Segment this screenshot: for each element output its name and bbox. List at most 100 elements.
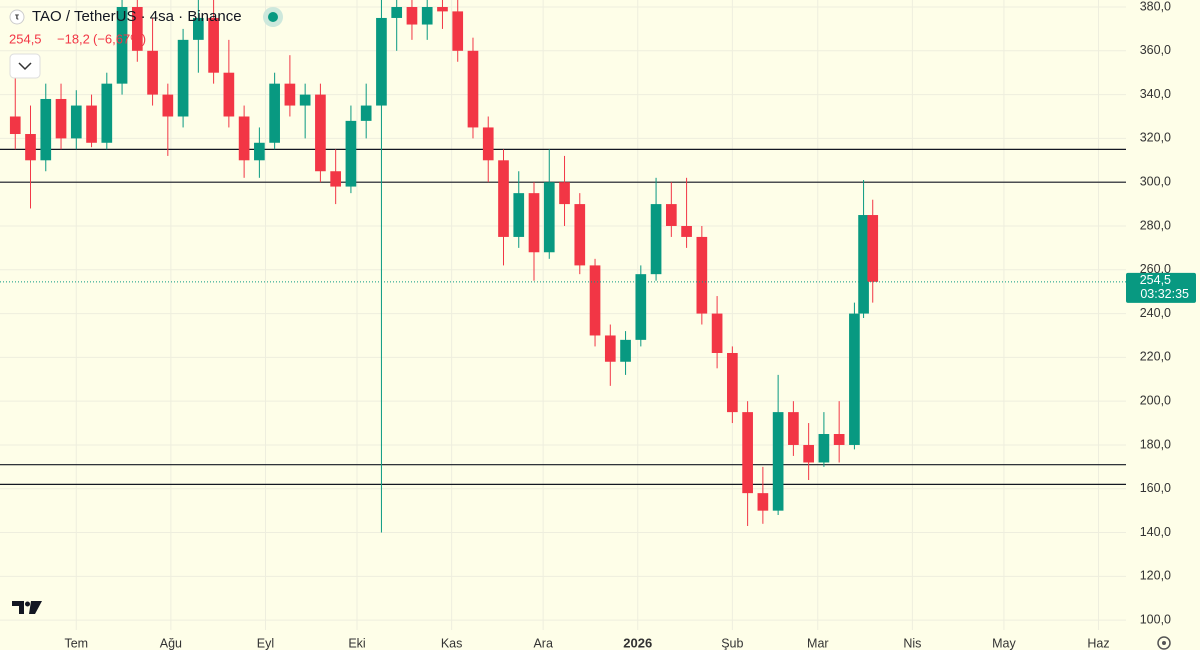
status-dot bbox=[268, 12, 278, 22]
candle-body bbox=[696, 236, 708, 314]
candle-body bbox=[223, 72, 235, 117]
header: τ TAO / TetherUS · 4sa · Binance 254,5 −… bbox=[9, 7, 283, 79]
x-tick-label: Kas bbox=[441, 636, 463, 650]
logo bbox=[9, 9, 25, 25]
candle-body bbox=[528, 193, 540, 253]
y-tick-label: 360,0 bbox=[1140, 43, 1171, 57]
candle-body bbox=[9, 116, 21, 135]
candle-body bbox=[727, 352, 738, 413]
candle-body bbox=[55, 98, 67, 139]
candle-body bbox=[269, 83, 280, 143]
candle-body bbox=[482, 127, 494, 161]
candle-body bbox=[772, 412, 784, 511]
symbol: TAO / TetherUS · 4sa · Binance bbox=[32, 8, 242, 25]
y-tick-label: 200,0 bbox=[1140, 393, 1171, 407]
candle-body bbox=[452, 11, 464, 51]
gear-icon[interactable] bbox=[1157, 636, 1171, 650]
candle-body bbox=[437, 7, 448, 12]
y-tick-label: 280,0 bbox=[1140, 218, 1171, 232]
x-tick-label: May bbox=[992, 636, 1016, 650]
y-tick-label: 180,0 bbox=[1140, 437, 1171, 451]
logo-glyph: τ bbox=[15, 11, 19, 21]
candle-body bbox=[254, 142, 265, 161]
candle-body bbox=[467, 50, 479, 128]
candle-body bbox=[86, 105, 97, 143]
tv-logo bbox=[12, 601, 42, 614]
candle-body bbox=[498, 160, 509, 237]
x-tick-label: Mar bbox=[807, 636, 829, 650]
chevron bbox=[18, 62, 32, 71]
candle-body bbox=[162, 94, 174, 117]
candle-body bbox=[330, 171, 342, 187]
candle-body bbox=[40, 98, 52, 161]
candle-body bbox=[177, 39, 189, 117]
candle-body bbox=[238, 116, 250, 161]
candle-body bbox=[131, 7, 143, 51]
candle-body bbox=[665, 204, 677, 226]
collapse-button[interactable] bbox=[9, 53, 41, 79]
candle-body bbox=[757, 493, 769, 511]
x-tick-label: Şub bbox=[721, 636, 743, 650]
y-tick-label: 320,0 bbox=[1140, 131, 1171, 145]
logo-shape bbox=[12, 601, 42, 614]
countdown: 03:32:35 bbox=[1140, 287, 1189, 301]
y-tick-label: 380,0 bbox=[1140, 0, 1171, 13]
candle-body bbox=[559, 182, 570, 205]
candle-body bbox=[299, 94, 311, 106]
change: −18,2 bbox=[57, 31, 90, 46]
candle-body bbox=[513, 193, 525, 237]
candle-body bbox=[421, 7, 433, 25]
y-tick-label: 100,0 bbox=[1140, 612, 1171, 626]
x-tick-label: 2026 bbox=[623, 635, 652, 650]
x-tick-label: Ağu bbox=[160, 636, 182, 650]
settings[interactable] bbox=[1157, 636, 1171, 650]
candle-body bbox=[620, 339, 631, 362]
y-tick-label: 120,0 bbox=[1140, 569, 1171, 583]
y-tick-label: 140,0 bbox=[1140, 525, 1171, 539]
candle-body bbox=[543, 182, 555, 253]
last-price-label: 254,5 bbox=[1140, 273, 1171, 287]
candle-body bbox=[345, 120, 357, 187]
candle-body bbox=[818, 434, 830, 463]
candle-body bbox=[681, 225, 692, 237]
y-tick-label: 260,0 bbox=[1140, 262, 1171, 276]
candle-body bbox=[101, 83, 113, 143]
x-tick-label: Haz bbox=[1087, 636, 1109, 650]
candle-body bbox=[574, 204, 586, 266]
candle-body bbox=[360, 105, 372, 121]
candle-body bbox=[376, 17, 387, 106]
candle-body bbox=[406, 7, 418, 25]
candle-body bbox=[25, 134, 36, 161]
candle-body bbox=[858, 215, 869, 314]
y-tick-label: 160,0 bbox=[1140, 481, 1171, 495]
y-tick-label: 240,0 bbox=[1140, 306, 1171, 320]
x-tick-label: Tem bbox=[64, 636, 88, 650]
candle-body bbox=[650, 204, 662, 275]
candle-body bbox=[867, 215, 879, 282]
candle-body bbox=[803, 444, 814, 463]
candle-body bbox=[742, 412, 753, 494]
x-tick-label: Eyl bbox=[257, 636, 274, 650]
y-tick-label: 340,0 bbox=[1140, 87, 1171, 101]
candle-body bbox=[193, 17, 204, 40]
last-price-badge bbox=[1126, 272, 1196, 303]
y-tick-label: 220,0 bbox=[1140, 350, 1171, 364]
candle-body bbox=[391, 7, 403, 18]
candle-body bbox=[70, 105, 82, 139]
candle-body bbox=[116, 7, 128, 84]
candle-body bbox=[849, 313, 860, 445]
candle-body bbox=[833, 434, 845, 445]
logo-dot bbox=[25, 601, 30, 607]
candle-body bbox=[635, 274, 647, 340]
candle-body bbox=[147, 50, 158, 95]
x-tick-label: Ara bbox=[533, 636, 553, 650]
candle-body bbox=[208, 17, 219, 73]
gear-center bbox=[1162, 641, 1166, 645]
candle-body bbox=[589, 265, 601, 336]
change-pct: (−6,67%) bbox=[93, 31, 146, 46]
price: 254,5 bbox=[9, 31, 42, 46]
x-tick-label: Eki bbox=[348, 636, 365, 650]
